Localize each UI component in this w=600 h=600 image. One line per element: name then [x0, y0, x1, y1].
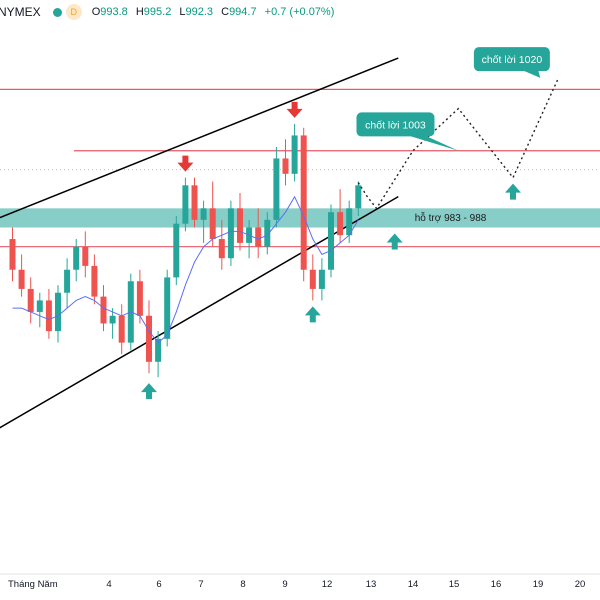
candle-body	[64, 269, 71, 293]
moving-average-line	[12, 195, 359, 344]
candle-body	[237, 208, 243, 243]
callout-1020-box	[473, 47, 550, 72]
support-zone-layer	[0, 208, 600, 228]
down-arrow-icon	[286, 101, 303, 118]
level-lines-layer	[0, 88, 600, 248]
candle-body	[282, 158, 289, 174]
high-label: H	[135, 6, 144, 18]
market-status-icon	[52, 7, 62, 17]
close-label: C	[221, 6, 230, 18]
x-tick-label: 8	[240, 579, 245, 590]
candle-body	[191, 185, 198, 220]
x-tick-label: 15	[449, 579, 460, 590]
candle-body	[136, 281, 143, 316]
callout-1020-pointer	[519, 69, 541, 78]
change-value: +0.7 (+0.07%)	[264, 6, 335, 18]
candle-body	[182, 185, 189, 224]
arrows-layer	[141, 101, 521, 400]
candle-body	[337, 212, 344, 236]
x-tick-label: 4	[106, 579, 111, 590]
projection-layer	[357, 77, 560, 210]
candle-body	[18, 269, 25, 289]
candle-body	[200, 208, 207, 220]
x-tick-label: 19	[533, 579, 544, 590]
support-zone-label: hỗ trợ 983 - 988	[415, 211, 487, 224]
candle-body	[328, 212, 334, 270]
candle-body	[146, 315, 152, 362]
x-tick-label: Tháng Năm	[8, 579, 58, 590]
open-value: 993.8	[100, 6, 128, 18]
candle-body	[100, 296, 107, 324]
candle-body	[109, 315, 116, 324]
candle-body	[300, 135, 307, 270]
x-tick-label: 14	[408, 579, 419, 590]
open-label: O	[91, 6, 101, 18]
up-arrow-icon	[304, 306, 321, 323]
candle-body	[291, 135, 298, 174]
up-arrow-icon	[141, 383, 157, 400]
candle-body	[27, 288, 34, 312]
callout-1003-pointer	[404, 134, 459, 151]
candle-body	[309, 269, 316, 289]
moving-average-layer	[12, 195, 359, 344]
ohlc-readout: O993.8 H995.2 L992.3 C994.7 +0.7 (+0.07%…	[92, 6, 340, 18]
candle-body	[346, 208, 353, 236]
channel-upper-line	[0, 57, 399, 219]
x-tick-label: 20	[575, 579, 586, 590]
x-tick-label: 13	[366, 579, 377, 590]
up-arrow-icon	[386, 233, 403, 250]
candle-body	[45, 300, 52, 332]
chart-header: NYMEX D O993.8 H995.2 L992.3 C994.7 +0.7…	[0, 0, 600, 24]
callout-1020-text: chốt lời 1020	[482, 54, 543, 66]
low-label: L	[179, 6, 186, 18]
candle-body	[318, 269, 325, 289]
callout-1003-box	[356, 112, 435, 137]
candle-body	[164, 277, 171, 339]
callouts-layer: chốt lời 1020 chốt lời 1003 hỗ trợ 983 - 9…	[356, 47, 550, 224]
candle-body	[355, 185, 362, 209]
down-arrow-icon	[177, 155, 194, 172]
callout-1003-text: chốt lời 1003	[365, 119, 426, 131]
projection-path	[357, 77, 560, 210]
candle-body	[218, 239, 225, 259]
x-tick-label: 9	[282, 579, 287, 590]
candle-body	[36, 300, 43, 312]
candle-body	[82, 246, 89, 266]
close-value: 994.7	[229, 6, 257, 18]
x-tick-label: 12	[322, 579, 333, 590]
candle-body	[227, 208, 234, 259]
x-tick-label: 6	[156, 579, 161, 590]
candle-body	[155, 338, 162, 362]
candle-body	[273, 158, 280, 220]
candle-body	[118, 315, 125, 343]
candle-body	[55, 292, 61, 332]
up-arrow-icon	[505, 183, 521, 200]
candle-body	[91, 265, 98, 297]
candle-body	[73, 246, 80, 270]
candle-body	[173, 223, 180, 278]
candle-body	[9, 239, 16, 270]
x-tick-label: 16	[491, 579, 502, 590]
low-value: 992.3	[185, 6, 214, 18]
candle-body	[264, 219, 271, 247]
time-axis-layer: Tháng Năm 4 6 7 8 9 12 13 14 15 16 19 20	[0, 573, 600, 590]
support-zone	[0, 208, 600, 228]
x-tick-label: 7	[198, 579, 203, 590]
high-value: 995.2	[143, 6, 172, 18]
symbol-label[interactable]: NYMEX	[0, 5, 41, 19]
candle-body	[255, 227, 262, 247]
interval-badge[interactable]: D	[65, 4, 82, 20]
candle-body	[209, 208, 216, 240]
